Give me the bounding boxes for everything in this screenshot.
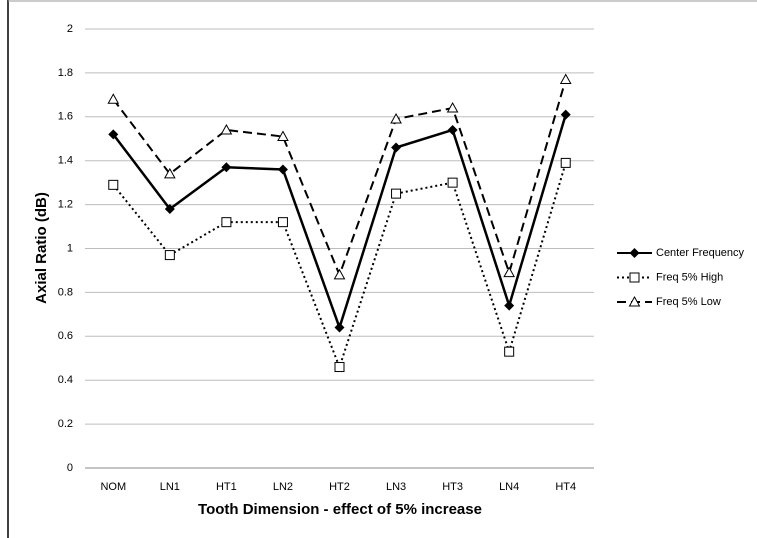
legend-marker [628, 295, 641, 307]
y-tick-label: 0.2 [58, 418, 73, 430]
data-point [559, 73, 572, 84]
data-point [560, 109, 571, 120]
data-point [334, 322, 345, 333]
legend-label: Center Frequency [656, 247, 745, 259]
x-tick-label: LN4 [499, 481, 519, 493]
y-tick-label: 1.8 [58, 67, 73, 79]
x-tick-label: LN2 [273, 481, 293, 493]
data-point [107, 93, 120, 104]
data-point [108, 179, 119, 190]
y-tick-label: 1.6 [58, 111, 73, 123]
y-tick-label: 1 [67, 242, 73, 254]
legend-label: Freq 5% Low [656, 296, 721, 308]
data-point [108, 129, 119, 140]
data-point [503, 266, 516, 278]
series-line [112, 79, 567, 278]
legend-label: Freq 5% High [656, 271, 723, 283]
data-point [164, 203, 175, 214]
x-axis-title: Tooth Dimension - effect of 5% increase [198, 501, 482, 518]
data-point [504, 300, 515, 311]
y-axis-title: Axial Ratio (dB) [33, 192, 50, 304]
data-point [220, 123, 233, 135]
series-line [112, 114, 567, 332]
x-tick-label: HT2 [329, 481, 350, 493]
data-point [277, 164, 288, 175]
y-tick-label: 0.4 [58, 374, 73, 386]
y-tick-label: 0 [67, 462, 73, 474]
data-point [277, 217, 288, 228]
x-tick-label: LN1 [160, 481, 180, 493]
y-tick-label: 1.2 [58, 199, 73, 211]
data-point [447, 177, 458, 188]
data-point [164, 250, 175, 261]
x-tick-label: HT1 [216, 481, 237, 493]
y-tick-label: 2 [67, 23, 73, 35]
data-point [333, 268, 346, 280]
legend-marker [629, 272, 640, 283]
x-tick-label: HT3 [442, 481, 463, 493]
data-point [390, 112, 402, 124]
legend-marker [629, 248, 640, 258]
series-line [112, 162, 567, 370]
data-point [391, 142, 402, 153]
data-point [334, 362, 345, 373]
y-tick-label: 0.6 [58, 330, 73, 342]
data-point [560, 157, 571, 168]
data-point [163, 167, 176, 179]
y-tick-label: 1.4 [58, 155, 73, 167]
data-point [504, 346, 515, 357]
data-point [391, 188, 402, 199]
x-tick-label: HT4 [555, 481, 576, 493]
x-tick-label: NOM [100, 481, 126, 493]
data-point [221, 217, 232, 228]
data-point [447, 124, 458, 135]
x-tick-label: LN3 [386, 481, 406, 493]
y-tick-label: 0.8 [58, 286, 73, 298]
data-point [446, 101, 459, 113]
data-point [221, 162, 232, 173]
data-point [277, 130, 289, 142]
